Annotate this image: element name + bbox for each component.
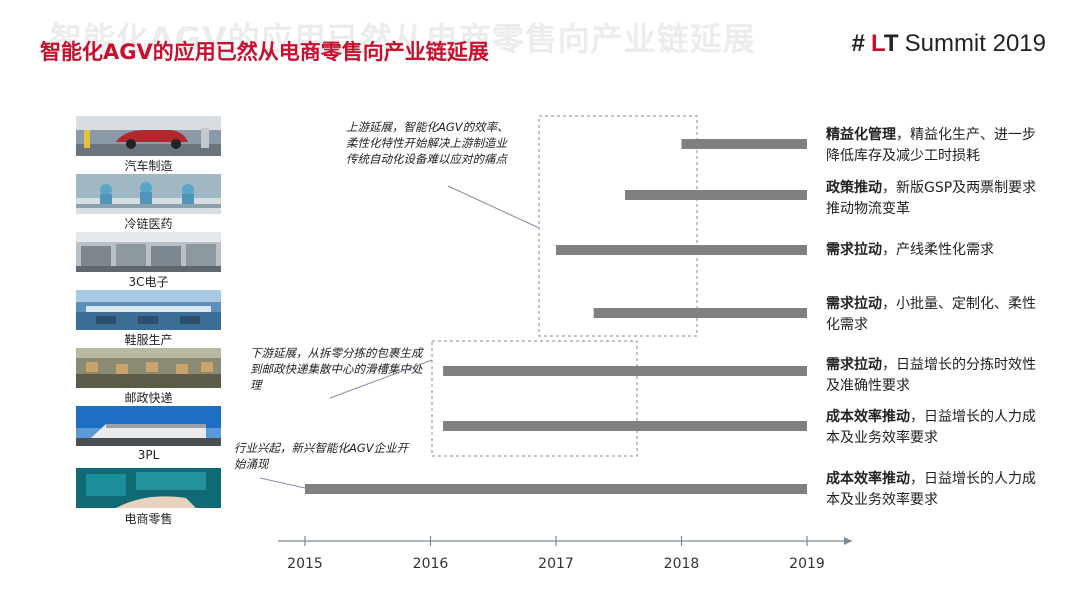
emergence-note: 行业兴起，新兴智能化AGV企业开始涌现	[234, 441, 409, 471]
reason-item: 需求拉动，产线柔性化需求	[826, 240, 1041, 261]
industry-label: 3PL	[137, 448, 160, 462]
timeline-bar	[443, 366, 807, 376]
upstream-note: 上游延展，智能化AGV的效率、柔性化特性开始解决上游制造业传统自动化设备难以应对…	[346, 120, 509, 166]
industry-label: 邮政快递	[124, 391, 173, 405]
industry-label: 电商零售	[124, 512, 173, 526]
parcel-sorting-photo	[76, 348, 221, 388]
reason-bold: 精益化管理	[826, 127, 896, 143]
reason-text: ，日益增长的分拣时效性及准确性要求	[826, 357, 1036, 394]
reason-text: ，日益增长的人力成本及业务效率要求	[826, 471, 1036, 508]
reason-text: ，新版GSP及两票制要求推动物流变革	[826, 180, 1037, 217]
brand-text: Summit 2019	[904, 30, 1046, 57]
page-title: 智能化AGV的应用已然从电商零售向产业链延展	[40, 40, 489, 64]
reason-item: 需求拉动，日益增长的分拣时效性及准确性要求	[826, 355, 1041, 397]
brand-lt-t: T	[883, 30, 899, 57]
brand-logo: # LT Summit 2019	[852, 30, 1046, 58]
upstream-group-box	[538, 115, 698, 337]
timeline-bar	[305, 484, 807, 494]
brand-hash: #	[851, 30, 866, 57]
reason-bold: 政策推动	[826, 180, 882, 196]
car-factory-photo	[76, 116, 221, 156]
reason-bold: 需求拉动	[826, 296, 882, 312]
reason-bold: 成本效率推动	[826, 471, 910, 487]
x-tick-label: 2019	[789, 556, 825, 572]
x-tick-label: 2017	[538, 556, 574, 572]
reason-item: 成本效率推动，日益增长的人力成本及业务效率要求	[826, 407, 1041, 449]
ecommerce-hands-photo	[76, 468, 221, 508]
reason-item: 政策推动，新版GSP及两票制要求推动物流变革	[826, 178, 1041, 220]
industry-label: 冷链医药	[124, 217, 173, 231]
industry-label: 鞋服生产	[124, 333, 173, 347]
reason-item: 成本效率推动，日益增长的人力成本及业务效率要求	[826, 469, 1041, 511]
warehouse-building-photo	[76, 406, 221, 446]
x-axis-arrow	[844, 537, 852, 545]
x-tick-label: 2015	[287, 556, 323, 572]
industry-label: 3C电子	[128, 275, 169, 289]
electronics-line-photo	[76, 232, 221, 272]
title-shadow: 智能化AGV的应用已然从电商零售向产业链延展	[50, 20, 756, 58]
downstream-group-box	[431, 340, 638, 457]
reason-text: ，产线柔性化需求	[882, 242, 994, 258]
brand-lt: LT	[871, 30, 899, 57]
garment-factory-photo	[76, 290, 221, 330]
upstream-connector	[447, 185, 540, 229]
downstream-note: 下游延展，从拆零分拣的包裹生成到邮政快递集散中心的滑槽集中处理	[250, 346, 423, 392]
downstream-connector	[329, 359, 433, 399]
reason-text: ，日益增长的人力成本及业务效率要求	[826, 409, 1036, 446]
reason-text: ，精益化生产、进一步降低库存及减少工时损耗	[826, 127, 1036, 164]
x-tick-label: 2016	[413, 556, 449, 572]
reason-text: ，小批量、定制化、柔性化需求	[826, 296, 1036, 333]
reason-bold: 成本效率推动	[826, 409, 910, 425]
timeline-bar	[556, 245, 807, 255]
timeline-bar	[443, 421, 807, 431]
reason-item: 需求拉动，小批量、定制化、柔性化需求	[826, 294, 1041, 336]
x-tick-label: 2018	[664, 556, 700, 572]
timeline-bar	[625, 190, 807, 200]
reason-bold: 需求拉动	[826, 242, 882, 258]
brand-lt-l: L	[871, 30, 884, 57]
timeline-bar	[681, 139, 807, 149]
reason-bold: 需求拉动	[826, 357, 882, 373]
emergence-connector	[259, 477, 306, 489]
reason-item: 精益化管理，精益化生产、进一步降低库存及减少工时损耗	[826, 125, 1041, 167]
timeline-bar	[593, 308, 807, 318]
industry-label: 汽车制造	[124, 159, 173, 173]
pharma-lab-photo	[76, 174, 221, 214]
